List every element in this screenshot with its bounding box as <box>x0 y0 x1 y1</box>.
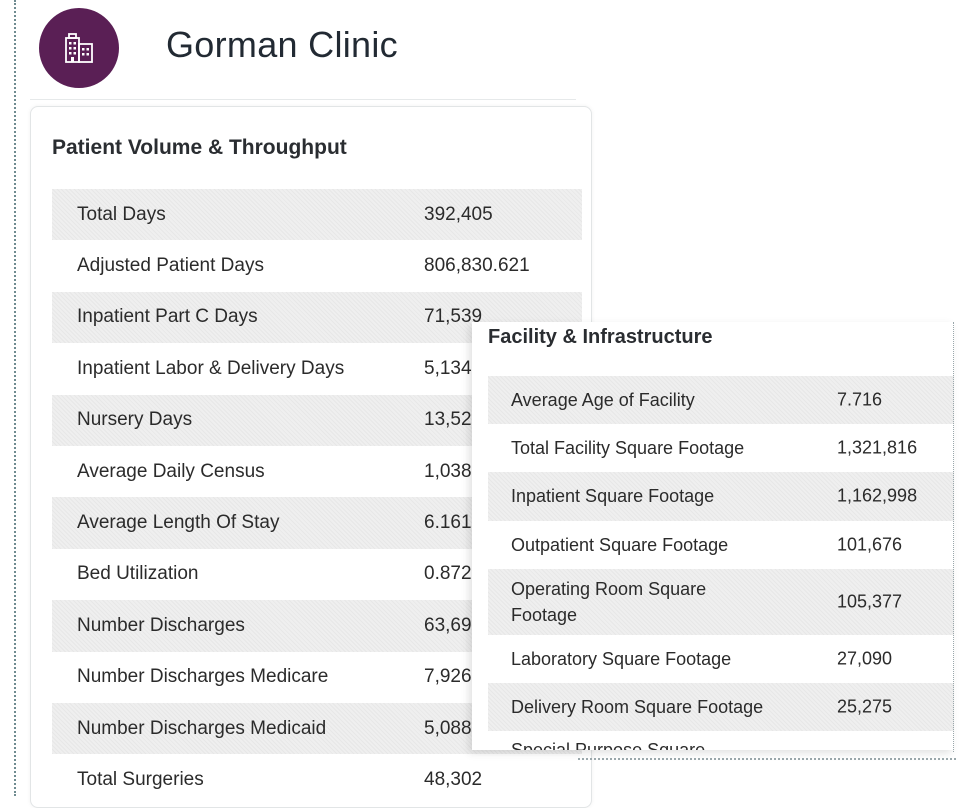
row-label: Laboratory Square Footage <box>511 648 732 669</box>
row-value: 806,830.621 <box>424 255 530 277</box>
row-value: 25,275 <box>837 696 893 717</box>
facility-card-edge <box>953 322 954 752</box>
facility-card-bottom-edge <box>578 758 956 760</box>
clinic-name: Gorman Clinic <box>166 24 398 65</box>
row-value: 63,69 <box>424 614 472 636</box>
row-label: Total Days <box>77 203 166 225</box>
window-left-edge <box>14 0 16 796</box>
table-row: Bed Utilization 0.872 <box>52 549 582 600</box>
row-label: Nursery Days <box>77 409 193 431</box>
facility-card: Facility & Infrastructure Average Age of… <box>472 322 954 750</box>
row-value: 5,088 <box>424 717 472 739</box>
row-value: 5,134 <box>424 357 472 379</box>
row-label: Total Facility Square Footage <box>511 438 745 459</box>
row-value: 6.161 <box>424 512 472 534</box>
row-label: Outpatient Square Footage <box>511 534 729 555</box>
table-row: Laboratory Square Footage 27,090 <box>488 635 954 683</box>
clinic-header: Gorman Clinic <box>16 0 576 100</box>
row-value: 71,539 <box>424 306 483 328</box>
table-row: Number Discharges Medicare 7,926 <box>52 652 582 703</box>
facility-title: Facility & Infrastructure <box>488 326 713 348</box>
table-row: Total Days 392,405 <box>52 189 582 241</box>
row-value: 1,321,816 <box>837 437 918 458</box>
row-label: Bed Utilization <box>77 563 199 585</box>
table-row: Operating Room Square Footage 105,377 <box>488 568 954 635</box>
row-label: Inpatient Part C Days <box>77 306 258 328</box>
row-value: 13,52 <box>424 409 472 431</box>
table-row: Delivery Room Square Footage 25,275 <box>488 682 954 732</box>
table-row: Inpatient Labor & Delivery Days 5,134 <box>52 343 582 394</box>
row-value: 0.872 <box>424 563 472 585</box>
row-value: 48,302 <box>424 768 483 790</box>
header-divider <box>30 99 576 100</box>
row-value: 392,405 <box>424 203 493 225</box>
row-label: Average Age of Facility <box>511 390 695 411</box>
row-value: 7,926 <box>424 666 472 688</box>
table-row: Total Facility Square Footage 1,321,816 <box>488 424 954 472</box>
row-label: Total Surgeries <box>77 768 204 790</box>
row-value: 1,162,998 <box>837 485 918 506</box>
table-row: Average Age of Facility 7.716 <box>488 376 954 425</box>
table-row: Average Daily Census 1,038 <box>52 446 582 497</box>
row-label: Average Length Of Stay <box>77 512 280 534</box>
row-label: Special Purpose Square <box>511 737 781 750</box>
row-label: Average Daily Census <box>77 460 265 482</box>
row-label: Number Discharges Medicare <box>77 666 329 688</box>
row-label: Delivery Room Square Footage <box>511 697 764 718</box>
table-row: Adjusted Patient Days 806,830.621 <box>52 240 582 291</box>
row-label: Adjusted Patient Days <box>77 255 264 277</box>
row-value: 27,090 <box>837 648 893 669</box>
row-label: Inpatient Square Footage <box>511 486 715 507</box>
patient-volume-title: Patient Volume & Throughput <box>52 136 347 159</box>
clinic-avatar <box>39 8 119 88</box>
row-label: Inpatient Labor & Delivery Days <box>77 357 345 379</box>
table-row: Inpatient Square Footage 1,162,998 <box>488 472 954 521</box>
row-value: 1,038 <box>424 460 472 482</box>
table-row: Total Surgeries 48,302 <box>52 754 582 805</box>
facility-table: Average Age of Facility 7.716 Total Faci… <box>488 376 954 750</box>
table-row: Special Purpose Square <box>488 731 954 750</box>
row-label: Number Discharges <box>77 614 245 636</box>
table-row: Outpatient Square Footage 101,676 <box>488 521 954 569</box>
row-value: 7.716 <box>837 389 883 410</box>
row-label: Number Discharges Medicaid <box>77 717 327 739</box>
building-icon <box>65 33 93 63</box>
row-value: 105,377 <box>837 591 903 612</box>
row-label: Operating Room Square Footage <box>511 578 707 625</box>
row-value: 101,676 <box>837 534 903 555</box>
